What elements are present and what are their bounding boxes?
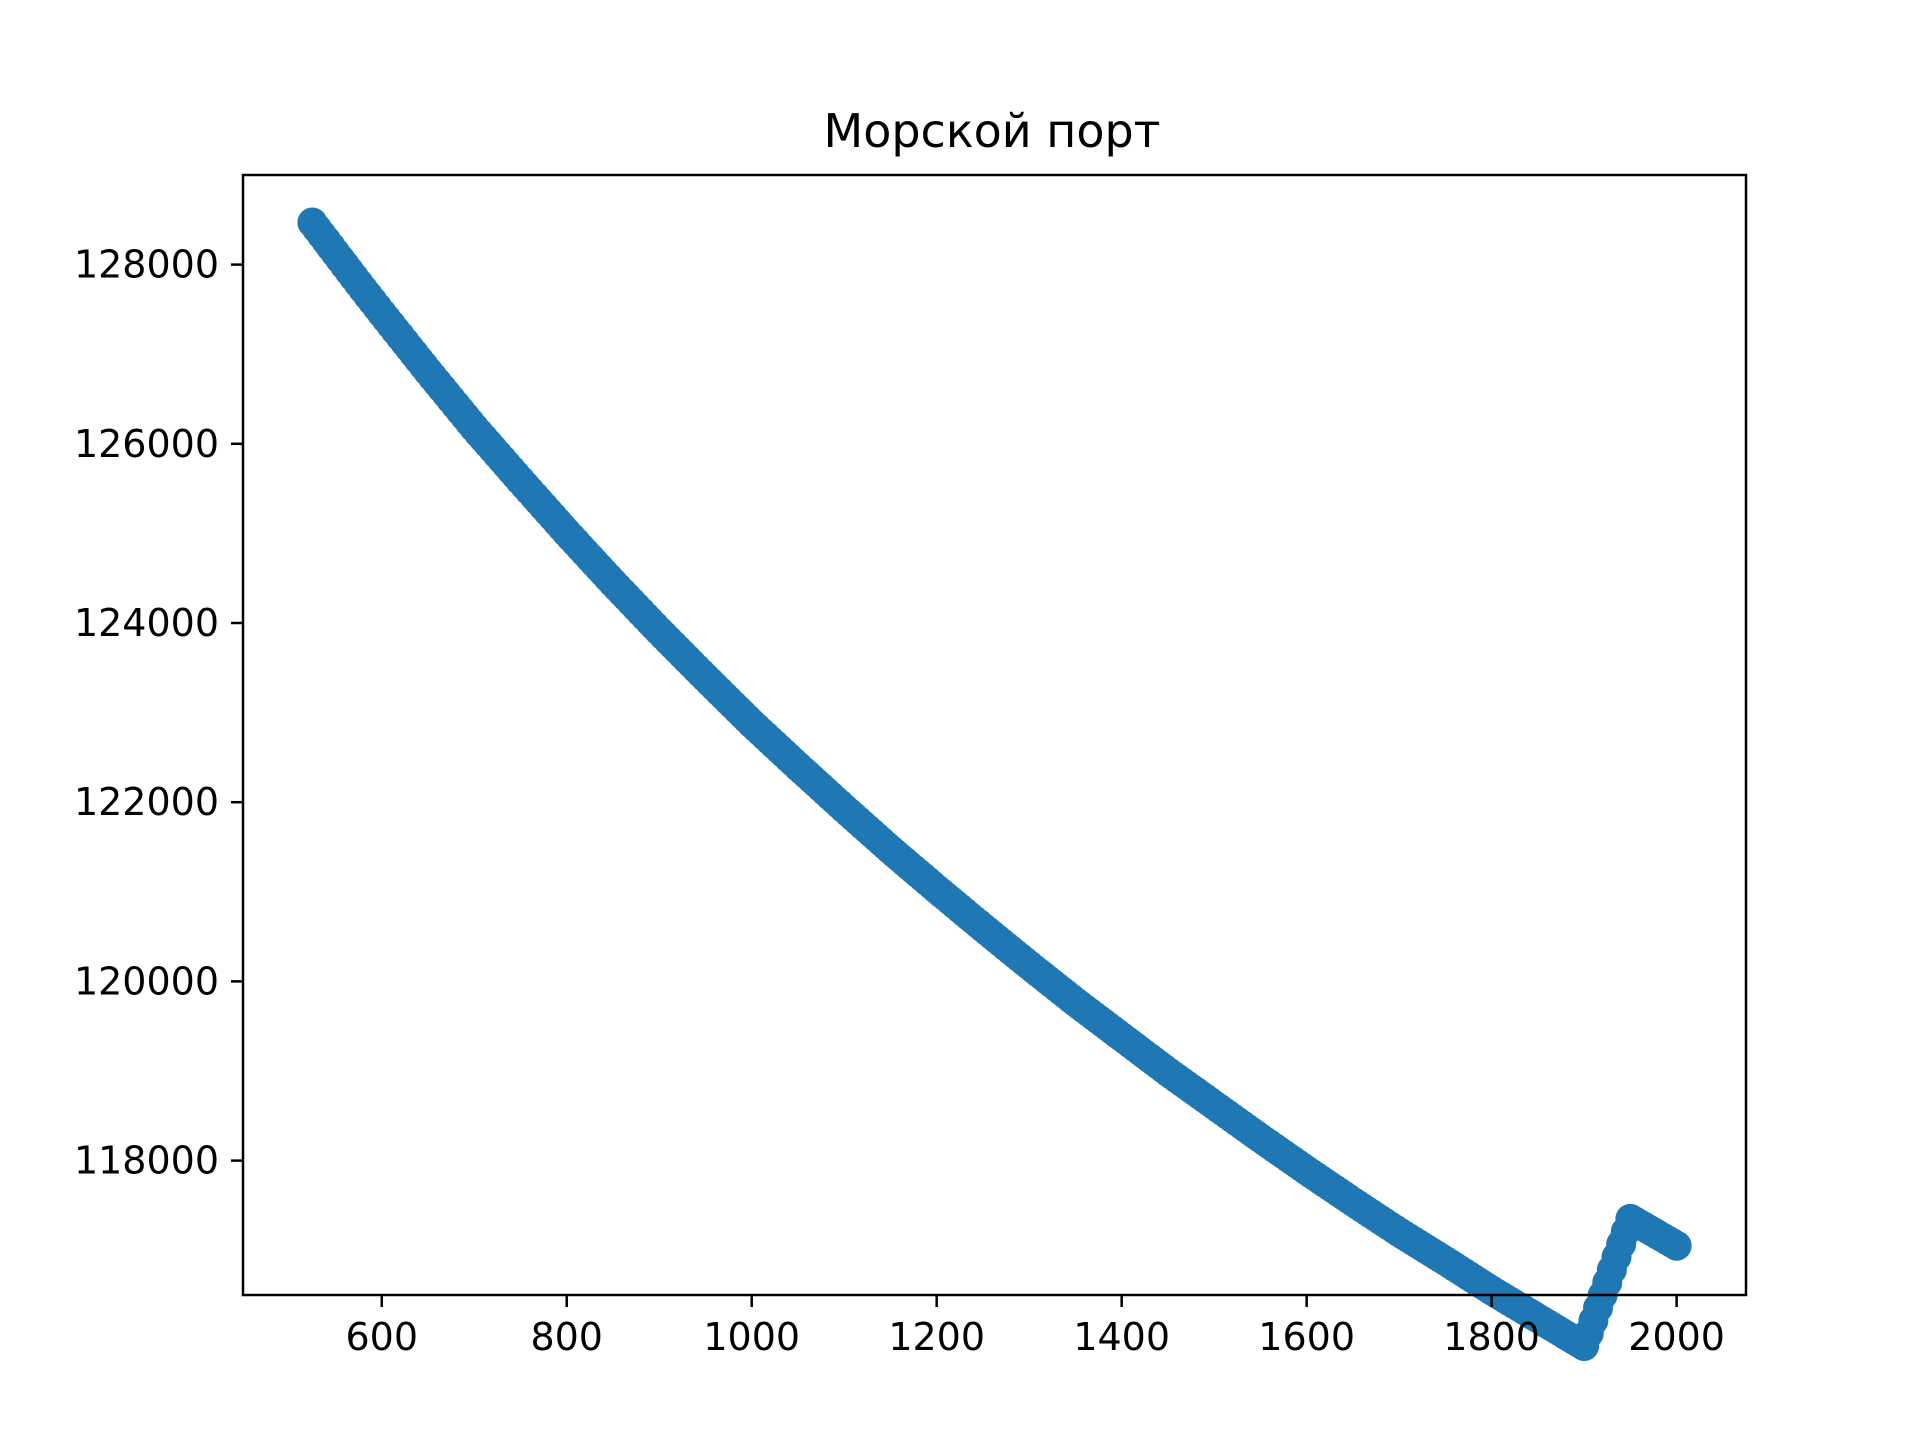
y-tick-label: 120000 — [74, 959, 219, 1003]
plot-marks — [297, 207, 1692, 1362]
x-tick-label: 600 — [345, 1315, 418, 1359]
x-axis: 600 800 1000 1200 1400 1600 1800 2000 — [345, 1295, 1725, 1359]
chart-title: Морской порт — [824, 104, 1161, 158]
y-tick-label: 128000 — [74, 243, 219, 287]
y-tick-label: 124000 — [74, 601, 219, 645]
x-tick-label: 1000 — [703, 1315, 800, 1359]
y-tick-label: 118000 — [74, 1139, 219, 1183]
x-tick-label: 1200 — [888, 1315, 985, 1359]
y-tick-label: 122000 — [74, 780, 219, 824]
x-tick-label: 1400 — [1073, 1315, 1170, 1359]
x-tick-label: 1800 — [1443, 1315, 1540, 1359]
plot-frame — [241, 173, 1748, 1297]
y-axis: 118000 120000 122000 124000 126000 128000 — [74, 243, 243, 1183]
scatter-point — [1661, 1230, 1692, 1261]
y-tick-label: 126000 — [74, 422, 219, 466]
x-tick-label: 800 — [530, 1315, 603, 1359]
x-tick-label: 1600 — [1258, 1315, 1355, 1359]
x-tick-label: 2000 — [1628, 1315, 1725, 1359]
